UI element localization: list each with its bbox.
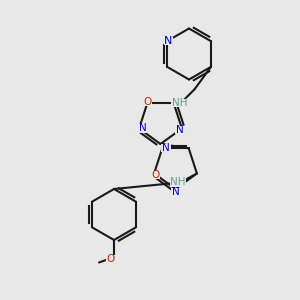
FancyBboxPatch shape (106, 255, 115, 264)
FancyBboxPatch shape (172, 99, 188, 107)
Text: N: N (176, 125, 183, 135)
FancyBboxPatch shape (171, 188, 180, 196)
Text: O: O (152, 170, 160, 180)
FancyBboxPatch shape (161, 144, 171, 152)
Text: NH: NH (170, 178, 186, 188)
Text: NH: NH (172, 98, 187, 108)
Text: O: O (106, 254, 115, 265)
FancyBboxPatch shape (142, 98, 152, 106)
FancyBboxPatch shape (170, 178, 186, 187)
FancyBboxPatch shape (164, 37, 173, 45)
Text: N: N (172, 187, 179, 197)
Text: N: N (162, 143, 170, 153)
FancyBboxPatch shape (175, 126, 184, 134)
Text: O: O (143, 97, 152, 107)
FancyBboxPatch shape (138, 124, 148, 133)
FancyBboxPatch shape (151, 171, 160, 179)
Text: N: N (139, 124, 147, 134)
Text: N: N (164, 36, 172, 46)
